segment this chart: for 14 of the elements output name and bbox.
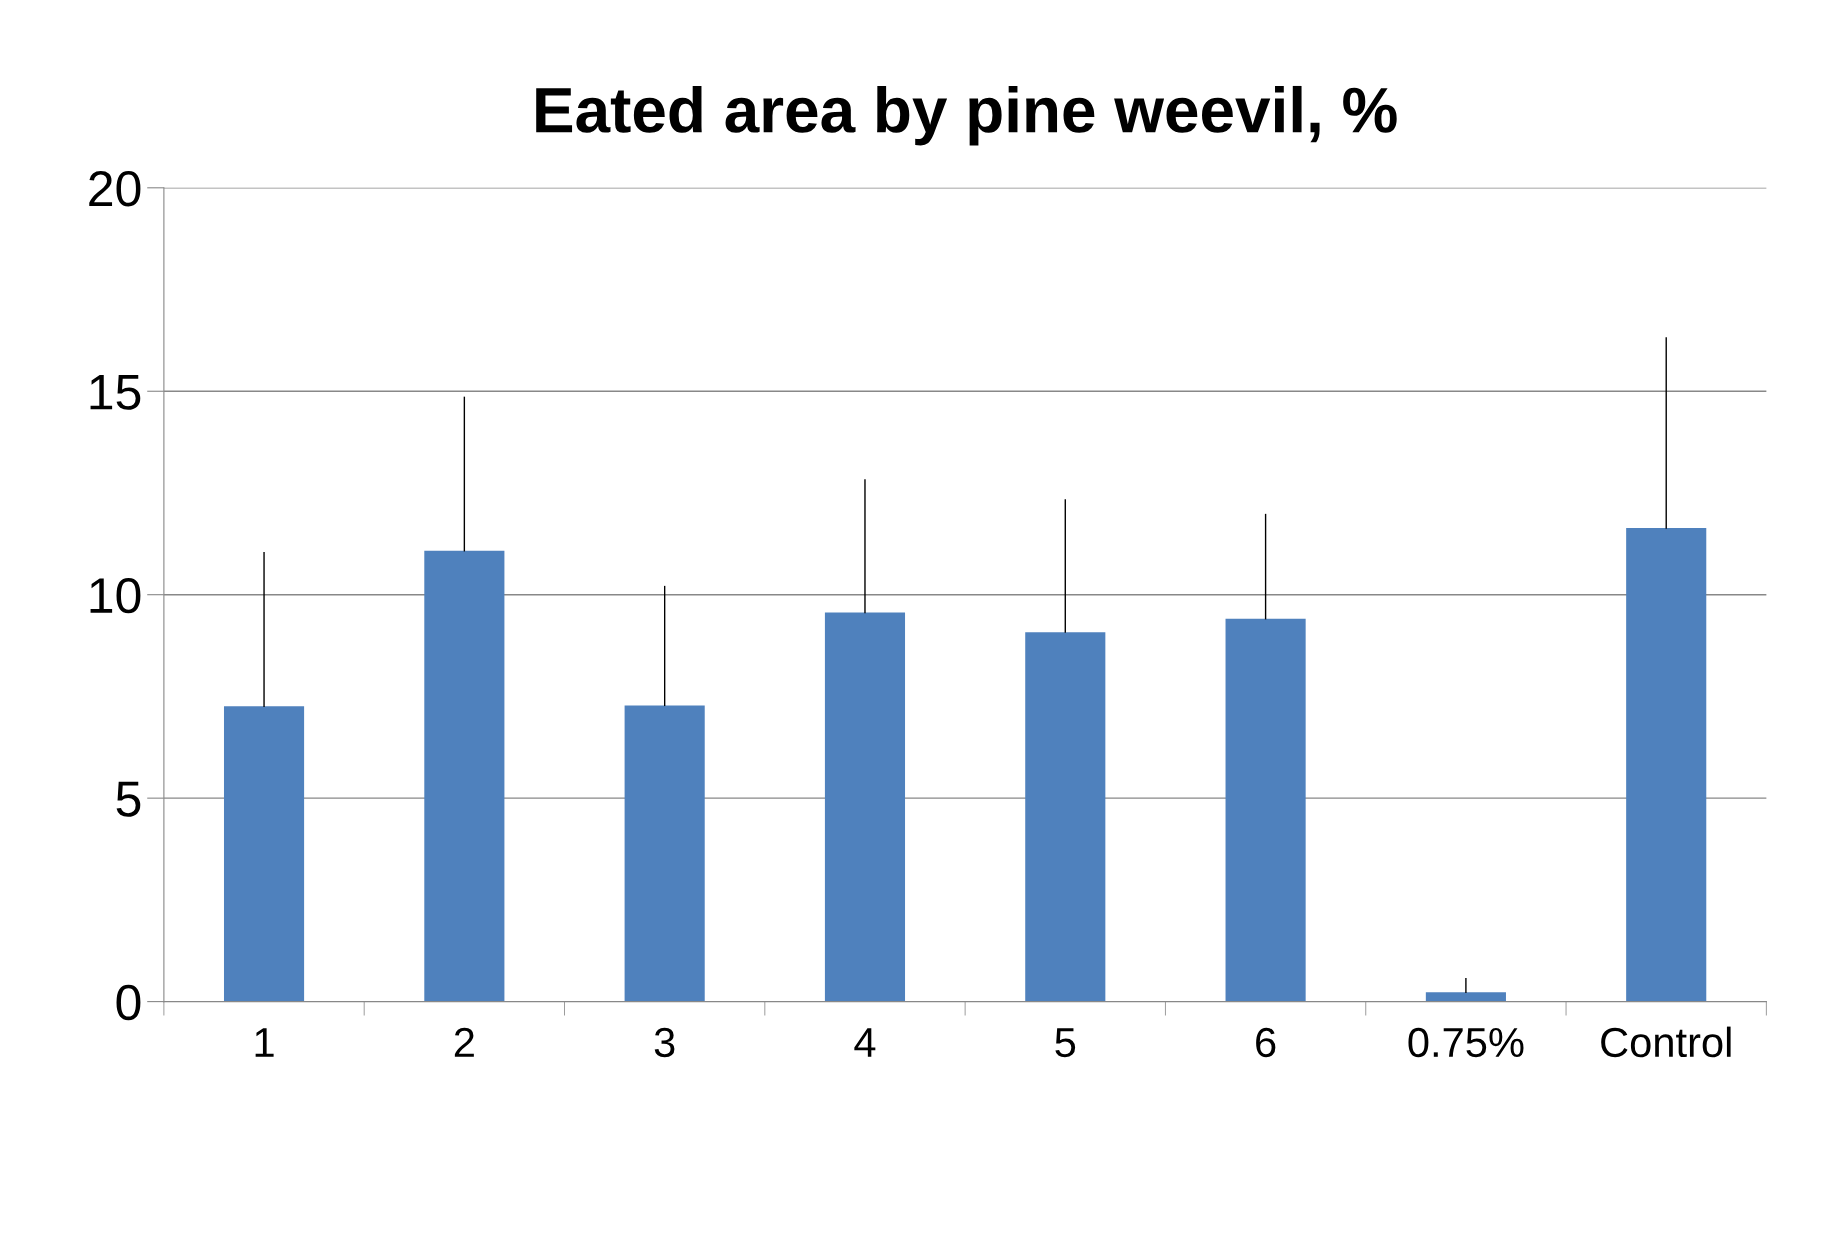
- y-tick-label: 0: [116, 984, 141, 1021]
- y-tick-label: 15: [90, 374, 141, 410]
- x-tick-label: Control: [1601, 1026, 1731, 1058]
- x-tick-label: 6: [1256, 1027, 1276, 1058]
- chart-title: Eated area by pine weevil, %: [536, 85, 1397, 146]
- y-tick-label: 10: [90, 577, 141, 614]
- y-tick-label: 5: [116, 781, 141, 817]
- x-tick-label: 1: [255, 1028, 274, 1057]
- x-tick-label: 3: [654, 1027, 675, 1058]
- x-tick-label: 4: [854, 1028, 876, 1057]
- x-tick-label: 5: [1055, 1028, 1076, 1058]
- x-tick-label: 2: [454, 1027, 474, 1057]
- x-tick-label: 0.75%: [1408, 1027, 1524, 1058]
- y-tick-label: 20: [89, 171, 141, 207]
